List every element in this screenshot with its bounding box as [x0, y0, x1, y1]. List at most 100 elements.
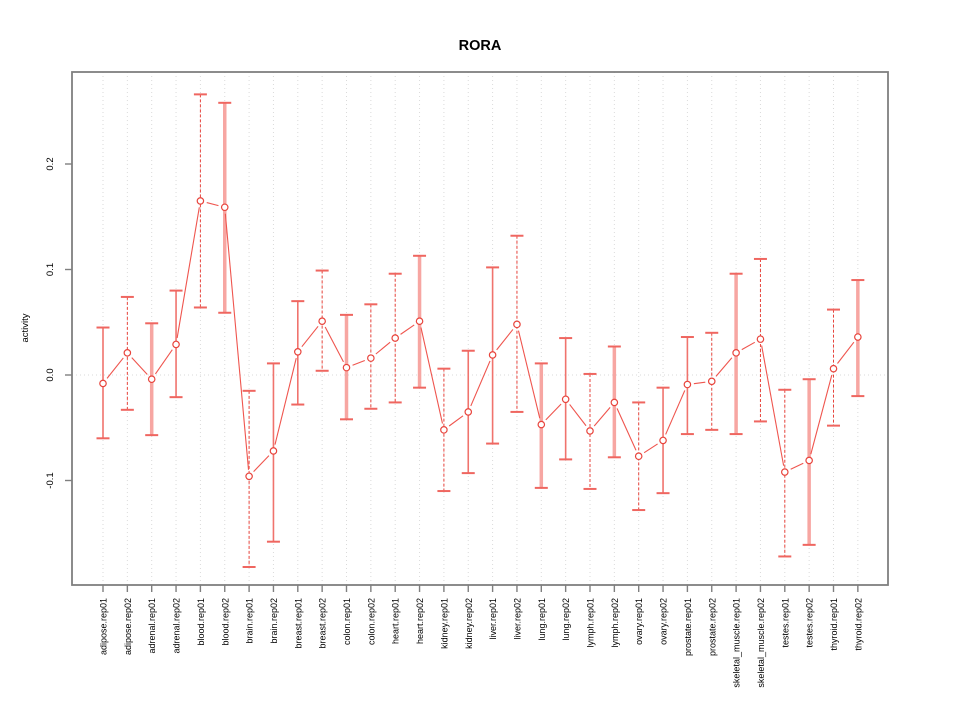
- x-tick-label: ovary.rep02: [659, 598, 669, 645]
- data-point: [513, 320, 521, 329]
- data-point: [659, 436, 667, 445]
- series-segment: [715, 357, 733, 377]
- x-tick-label: lung.rep02: [561, 598, 571, 641]
- x-tick-label: thyroid.rep02: [853, 598, 863, 651]
- series-segment: [790, 462, 804, 470]
- series-segment: [274, 357, 297, 445]
- chart-title: RORA: [459, 38, 502, 54]
- data-point: [634, 452, 643, 461]
- series-segment: [352, 359, 365, 366]
- data-point: [854, 333, 862, 341]
- x-tick-label: liver.rep02: [512, 598, 522, 640]
- data-point: [196, 197, 205, 205]
- series-segment: [400, 324, 415, 335]
- data-point: [415, 317, 424, 325]
- x-tick-label: liver.rep01: [488, 598, 498, 640]
- x-tick-label: blood.rep01: [196, 598, 206, 646]
- x-tick-label: heart.rep02: [415, 598, 425, 644]
- x-tick-label: skeletal_muscle.rep02: [756, 598, 766, 688]
- x-tick-label: brain.rep01: [245, 598, 255, 644]
- series-segment: [470, 360, 491, 407]
- series-segment: [761, 345, 785, 466]
- x-tick-label: lymph.rep01: [586, 598, 596, 648]
- data-point: [318, 317, 326, 325]
- x-tick-label: ovary.rep01: [634, 598, 644, 645]
- series-segment: [324, 326, 344, 363]
- data-point: [537, 420, 546, 429]
- series-segment: [810, 374, 833, 455]
- data-point: [805, 456, 813, 465]
- x-tick-label: breast.rep02: [318, 598, 328, 649]
- x-tick-label: adipose.rep02: [123, 598, 133, 655]
- data-point: [780, 468, 789, 476]
- data-point: [707, 377, 716, 386]
- x-tick-label: blood.rep02: [220, 598, 230, 646]
- series-segment: [375, 341, 391, 355]
- y-tick-label: -0.1: [45, 472, 56, 488]
- x-tick-label: brain.rep02: [269, 598, 279, 644]
- data-point: [269, 447, 278, 455]
- x-tick-label: kidney.rep01: [439, 598, 449, 649]
- x-tick-label: colon.rep02: [366, 598, 376, 645]
- data-point: [123, 349, 132, 357]
- x-tick-label: adrenal.rep01: [147, 598, 157, 654]
- x-tick-label: kidney.rep02: [464, 598, 474, 649]
- series-segment: [253, 455, 270, 472]
- data-point: [172, 340, 180, 349]
- x-tick-label: testes.rep02: [805, 598, 815, 648]
- x-tick-label: prostate.rep02: [707, 598, 717, 656]
- data-point: [610, 398, 619, 407]
- series-segment: [693, 381, 706, 385]
- data-point: [147, 375, 156, 384]
- series-segment: [741, 341, 756, 351]
- series-segment: [496, 329, 514, 351]
- series-segment: [665, 390, 686, 435]
- y-tick-label: 0.1: [45, 263, 56, 276]
- data-point: [683, 380, 692, 389]
- plot-frame: [71, 71, 889, 586]
- series-segment: [545, 403, 562, 421]
- x-tick-label: prostate.rep01: [683, 598, 693, 656]
- series-segment: [448, 415, 464, 427]
- data-point: [245, 472, 253, 481]
- data-point: [99, 379, 107, 388]
- data-point: [220, 203, 229, 212]
- x-tick-label: colon.rep01: [342, 598, 352, 645]
- y-axis-label: activity: [20, 313, 31, 342]
- series-segment: [224, 213, 250, 470]
- data-point: [342, 363, 351, 372]
- data-point: [293, 347, 302, 356]
- data-point: [732, 349, 740, 357]
- x-tick-label: lung.rep01: [537, 598, 547, 641]
- data-point: [561, 395, 570, 404]
- series-segment: [643, 443, 658, 454]
- data-point: [391, 334, 400, 342]
- x-tick-label: breast.rep01: [293, 598, 303, 649]
- y-tick-label: 0.0: [45, 368, 56, 381]
- series-segment: [569, 404, 587, 427]
- data-point: [440, 426, 448, 434]
- x-tick-label: lymph.rep02: [610, 598, 620, 648]
- series-segment: [420, 327, 444, 424]
- x-tick-label: heart.rep01: [391, 598, 401, 644]
- data-point: [464, 408, 473, 416]
- series-segment: [593, 407, 611, 427]
- data-point: [756, 335, 765, 343]
- x-tick-label: skeletal_muscle.rep01: [732, 598, 742, 688]
- series-segment: [517, 330, 541, 419]
- data-point: [367, 354, 375, 362]
- series-segment: [301, 325, 319, 348]
- data-point: [586, 427, 594, 435]
- x-tick-label: adrenal.rep02: [172, 598, 182, 654]
- series-segment: [616, 408, 637, 451]
- series-segment: [131, 357, 148, 375]
- series-segment: [837, 341, 855, 364]
- series-segment: [176, 207, 200, 339]
- data-point: [829, 364, 838, 373]
- data-point: [488, 351, 497, 359]
- y-tick-label: 0.2: [45, 157, 56, 170]
- x-tick-label: testes.rep01: [780, 598, 790, 648]
- x-tick-label: adipose.rep01: [99, 598, 109, 655]
